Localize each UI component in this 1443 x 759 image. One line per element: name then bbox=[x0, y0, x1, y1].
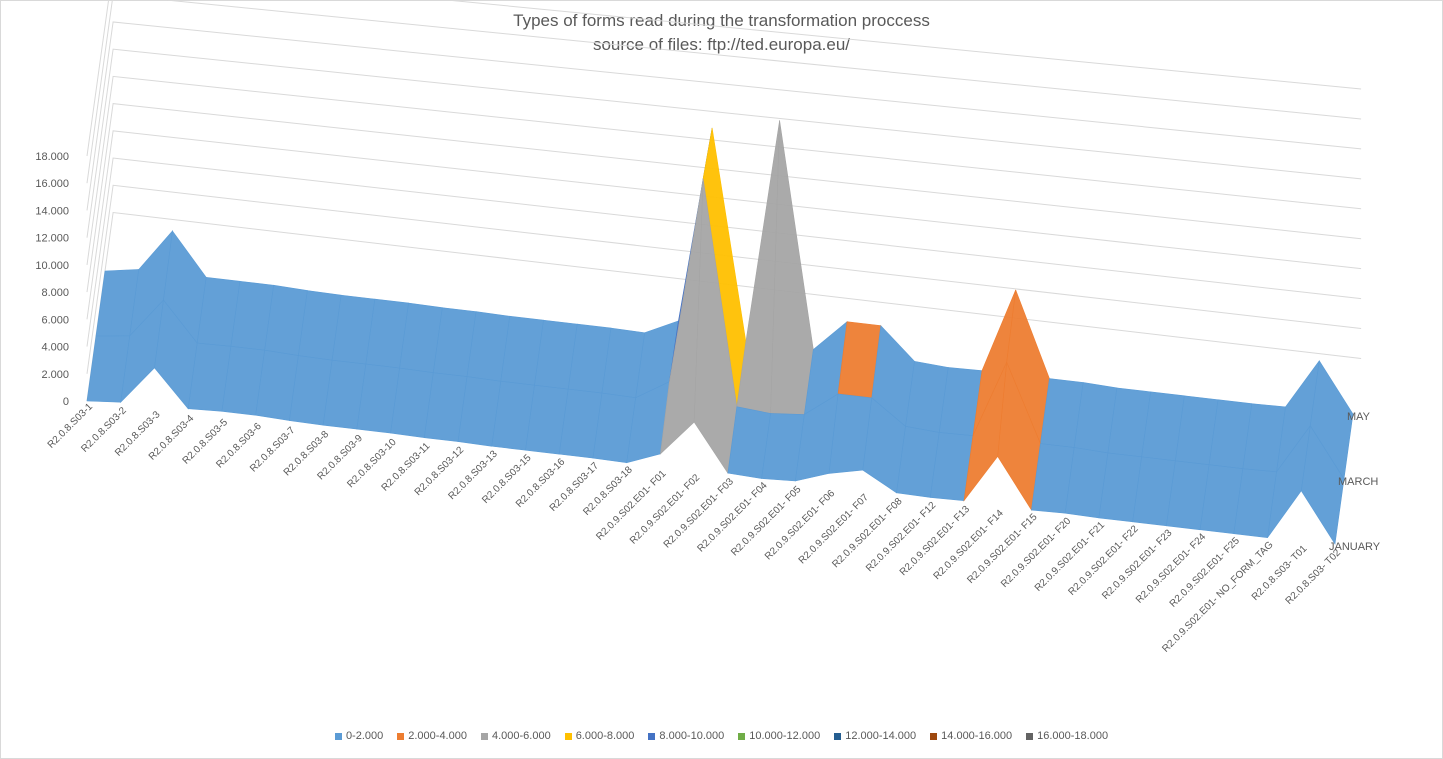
y-tick-label: 12.000 bbox=[35, 233, 69, 245]
legend-item: 8.000-10.000 bbox=[648, 730, 724, 742]
x-category-label: R2.0.9.S02.E01- F08 bbox=[830, 496, 905, 571]
x-category-label: R2.0.9.S02.E01- F15 bbox=[965, 512, 1040, 587]
depth-axis-label: JANUARY bbox=[1329, 541, 1381, 553]
x-category-label: R2.0.9.S02.E01- F20 bbox=[999, 515, 1074, 590]
y-tick-label: 8.000 bbox=[41, 287, 69, 299]
legend-label: 6.000-8.000 bbox=[575, 730, 635, 742]
legend-swatch bbox=[1026, 732, 1034, 740]
x-category-label: R2.0.9.S02.E01- F06 bbox=[763, 488, 838, 563]
x-category-label: R2.0.9.S02.E01- F24 bbox=[1134, 531, 1209, 606]
grid-line bbox=[86, 157, 1362, 347]
grid-line bbox=[86, 0, 1362, 157]
y-tick-label: 14.000 bbox=[35, 205, 69, 217]
legend-label: 0-2.000 bbox=[345, 730, 384, 742]
legend: 0-2.000 2.000-4.000 4.000-6.000 6.000-8.000… bbox=[0, 730, 1443, 742]
y-tick-label: 16.000 bbox=[35, 178, 69, 190]
legend-label: 16.000-18.000 bbox=[1037, 730, 1109, 742]
legend-item: 10.000-12.000 bbox=[738, 730, 820, 742]
depth-axis-labels: JANUARY MARCH MAY bbox=[1329, 411, 1381, 553]
y-tick-label: 10.000 bbox=[35, 260, 69, 272]
y-tick-label: 2.000 bbox=[41, 369, 69, 381]
x-category-label: R2.0.9.S02.E01- F07 bbox=[797, 492, 872, 567]
legend-label: 12.000-14.000 bbox=[845, 730, 917, 742]
grid-line bbox=[86, 184, 1362, 374]
surface-patch bbox=[1300, 424, 1345, 545]
x-category-label: R2.0.9.S02.E01- F23 bbox=[1100, 527, 1175, 602]
grid-line bbox=[86, 48, 1362, 238]
x-category-label: R2.0.9.S02.E01- F12 bbox=[864, 500, 939, 575]
legend-swatch bbox=[397, 732, 405, 740]
legend-label: 8.000-10.000 bbox=[659, 730, 725, 742]
grid-line bbox=[86, 21, 1362, 211]
legend-item: 12.000-14.000 bbox=[834, 730, 916, 742]
legend-item: 4.000-6.000 bbox=[480, 730, 551, 742]
x-category-label: R2.0.9.S02.E01- F25 bbox=[1168, 535, 1243, 610]
x-category-label: R2.0.9.S02.E01- F22 bbox=[1067, 523, 1142, 598]
x-category-label: R2.0.9.S02.E01- F13 bbox=[898, 504, 973, 579]
x-category-label: R2.0.9.S02.E01- F01 bbox=[594, 468, 669, 543]
y-tick-label: 18.000 bbox=[35, 151, 69, 163]
x-category-label: R2.0.9.S02.E01- F05 bbox=[729, 484, 804, 559]
x-category-label: R2.0.9.S02.E01- F04 bbox=[696, 480, 771, 555]
depth-axis-label: MARCH bbox=[1338, 476, 1378, 488]
legend-label: 2.000-4.000 bbox=[408, 730, 467, 742]
legend-swatch bbox=[564, 732, 572, 740]
grid-line bbox=[86, 103, 1362, 293]
legend-swatch bbox=[834, 732, 842, 740]
legend-swatch bbox=[480, 732, 488, 740]
legend-swatch bbox=[930, 732, 938, 740]
y-tick-label: 4.000 bbox=[41, 342, 69, 354]
depth-axis-label: MAY bbox=[1347, 411, 1371, 423]
x-category-label: R2.0.9.S02.E01- F03 bbox=[662, 476, 737, 551]
chart-title: Types of forms read during the transform… bbox=[513, 11, 930, 30]
legend-swatch bbox=[738, 732, 746, 740]
legend-item: 2.000-4.000 bbox=[397, 730, 467, 742]
x-category-label: R2.0.9.S02.E01- F21 bbox=[1033, 519, 1108, 594]
surface-mesh bbox=[86, 120, 1354, 545]
legend-item: 16.000-18.000 bbox=[1026, 730, 1108, 742]
legend-swatch bbox=[334, 732, 342, 740]
y-tick-label: 0 bbox=[63, 396, 69, 408]
legend-label: 14.000-16.000 bbox=[941, 730, 1013, 742]
x-category-label: R2.0.9.S02.E01- F02 bbox=[628, 472, 703, 547]
grid-line bbox=[86, 0, 1362, 184]
legend-item: 6.000-8.000 bbox=[564, 730, 635, 742]
grid-lines bbox=[86, 0, 1362, 402]
x-category-label: R2.0.9.S02.E01- F14 bbox=[932, 508, 1007, 583]
legend-label: 10.000-12.000 bbox=[749, 730, 821, 742]
legend-item: 14.000-16.000 bbox=[930, 730, 1012, 742]
legend-label: 4.000-6.000 bbox=[491, 730, 551, 742]
y-axis-tick-labels: 0 2.000 4.000 6.000 8.000 10.000 12.000 14.000 1… bbox=[35, 151, 69, 408]
legend-item: 0-2.000 bbox=[334, 730, 384, 742]
y-tick-label: 6.000 bbox=[41, 314, 69, 326]
grid-line bbox=[86, 75, 1362, 265]
legend-swatch bbox=[648, 732, 656, 740]
grid-line bbox=[86, 130, 1362, 320]
